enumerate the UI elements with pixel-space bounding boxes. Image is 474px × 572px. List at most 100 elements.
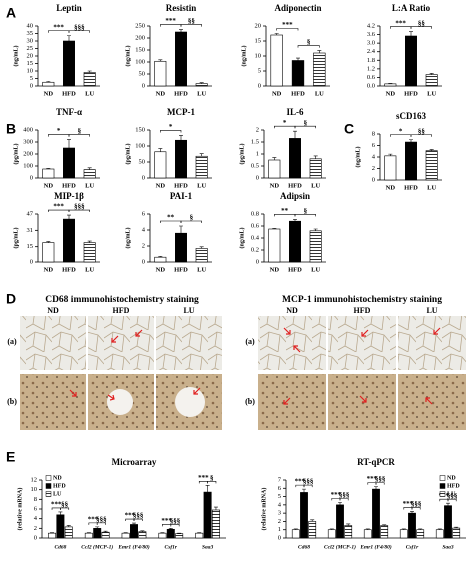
significance-label: ***	[198, 474, 209, 482]
y-tick-label: 0.0	[367, 82, 375, 89]
y-axis-label: (ng/mL)	[124, 45, 131, 66]
bar	[158, 532, 167, 539]
bar	[380, 525, 389, 539]
x-tick-label: Cd68	[298, 544, 310, 550]
bar	[452, 527, 461, 539]
error-bar	[388, 153, 393, 156]
x-tick-label: HFD	[288, 266, 302, 273]
significance-label: *	[169, 123, 173, 131]
x-tick-label: HFD	[62, 90, 76, 97]
error-bar	[310, 519, 315, 522]
y-tick-label: 1.8	[367, 57, 375, 64]
micrograph-title: MCP-1 immunohistochemistry staining	[282, 295, 442, 305]
error-bar	[158, 256, 163, 258]
y-axis-label: (relative mRNA)	[16, 488, 23, 531]
significance-label: §	[304, 207, 308, 215]
significance-bracket	[276, 28, 299, 31]
bar	[64, 526, 73, 539]
significance-label: ***	[403, 500, 414, 508]
significance-bracket	[68, 134, 90, 137]
bar	[175, 139, 187, 179]
x-tick-label: Csf1r	[406, 544, 419, 550]
significance-label: ***	[88, 515, 99, 523]
vessel	[175, 387, 205, 417]
y-tick-label: 4.2	[367, 22, 375, 29]
error-bar	[409, 31, 413, 36]
significance-bracket	[410, 26, 432, 29]
bar	[384, 155, 397, 181]
column-header: HFD	[354, 306, 371, 315]
y-tick-label: 1.5	[251, 138, 259, 145]
micrograph	[20, 316, 86, 370]
bar	[42, 242, 55, 263]
y-tick-label: 15	[255, 37, 262, 44]
bar	[399, 529, 408, 539]
error-bar	[58, 511, 63, 515]
y-tick-label: 4	[142, 226, 146, 233]
bar	[344, 525, 353, 539]
y-tick-label: 300	[23, 138, 33, 145]
bar	[405, 141, 417, 181]
x-tick-label: Cd68	[54, 544, 66, 550]
significance-bracket	[96, 522, 106, 525]
x-tick-label: Emr1 (F4/80)	[359, 543, 391, 550]
y-tick-label: 20	[255, 22, 262, 29]
significance-bracket	[297, 45, 320, 48]
x-tick-label: Emr1 (F4/80)	[117, 543, 149, 550]
x-tick-label: ND	[156, 90, 166, 97]
bar	[300, 492, 308, 539]
bar	[130, 524, 138, 539]
error-bar	[158, 59, 163, 62]
y-tick-label: 5	[278, 493, 281, 500]
x-tick-label: Saa3	[202, 544, 214, 550]
y-tick-label: 15	[27, 243, 34, 250]
error-bar	[296, 57, 300, 61]
legend-swatch	[45, 475, 52, 481]
y-tick-label: 25	[27, 45, 34, 52]
y-tick-label: 0.5	[251, 162, 259, 169]
row-label: (a)	[245, 337, 255, 346]
significance-bracket	[411, 507, 421, 510]
significance-label: §§§	[375, 475, 386, 483]
y-tick-label: 0	[142, 174, 145, 181]
significance-label: §§§	[74, 23, 85, 31]
significance-label: **	[167, 214, 175, 222]
chart-title: TNF-α	[56, 107, 82, 117]
error-bar	[293, 219, 297, 222]
y-axis-label: (ng/mL)	[354, 146, 361, 167]
bar	[154, 151, 167, 179]
y-tick-label: 6	[142, 210, 146, 217]
y-tick-label: 2	[372, 165, 375, 172]
bar	[93, 528, 102, 539]
x-tick-label: ND	[44, 266, 54, 273]
significance-label: §§§	[170, 517, 181, 525]
bar	[291, 60, 305, 87]
y-tick-label: 10	[31, 486, 38, 493]
significance-label: ***	[395, 19, 406, 27]
bar	[408, 512, 416, 539]
x-tick-label: Saa3	[442, 544, 454, 550]
bar	[327, 529, 336, 539]
significance-label: §§	[188, 17, 196, 25]
y-axis-label: (ng/mL)	[12, 45, 19, 66]
x-tick-label: LU	[311, 266, 320, 273]
y-tick-label: 100	[135, 142, 145, 149]
y-tick-label: 400	[23, 126, 33, 133]
y-axis-label: (pg/mL)	[12, 143, 19, 164]
x-tick-label: ND	[270, 182, 280, 189]
bar	[175, 533, 184, 539]
y-axis-label: (pg/mL)	[12, 227, 19, 248]
y-tick-label: 40	[27, 22, 34, 29]
chart-title: Resistin	[166, 3, 197, 13]
y-tick-label: 4	[372, 153, 376, 160]
x-tick-label: HFD	[62, 266, 76, 273]
significance-label: §	[210, 474, 214, 482]
legend-swatch	[439, 475, 446, 481]
error-bar	[437, 528, 442, 530]
error-bar	[313, 155, 318, 159]
x-tick-label: Ccl2 (MCP-1)	[324, 543, 356, 550]
bar	[175, 31, 187, 87]
y-tick-label: 2	[142, 242, 145, 249]
error-bar	[205, 485, 210, 493]
